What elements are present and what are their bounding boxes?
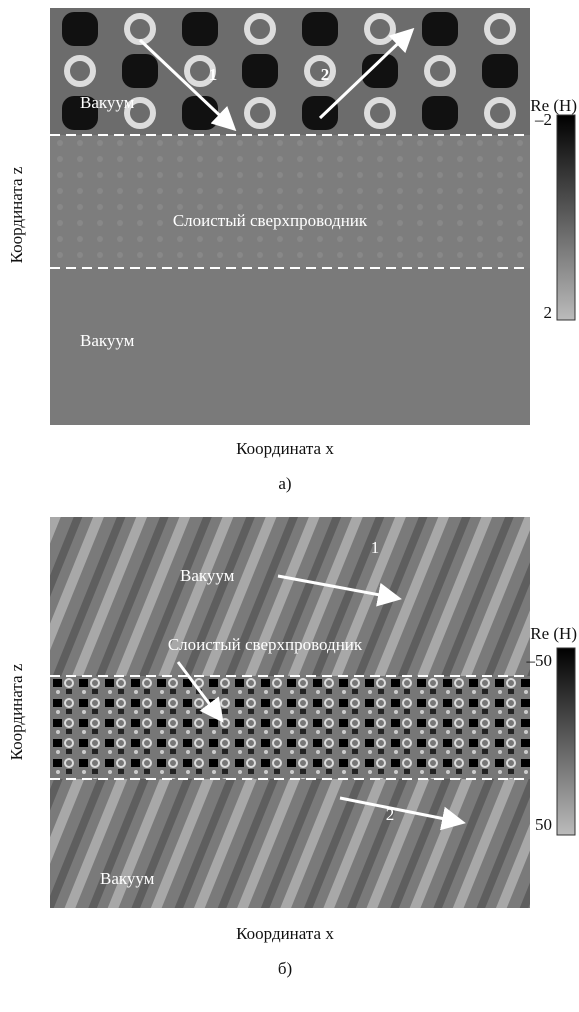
arrow-label: 1 (371, 538, 380, 557)
field-map (50, 135, 530, 268)
arrow (138, 38, 237, 132)
colorbar-label: Re (H) (530, 624, 577, 643)
region-label: Вакуум (80, 331, 135, 350)
caption: а) (278, 474, 291, 493)
arrow (277, 574, 402, 607)
colorbar-tick: –50 (526, 651, 553, 670)
colorbar-tick: –2 (534, 110, 552, 129)
y-label: Координата z (7, 663, 26, 760)
x-label: Координата x (236, 924, 334, 943)
arrow-label: 2 (321, 65, 330, 84)
region-label: Вакуум (180, 566, 235, 585)
colorbar-label: Re (H) (530, 96, 577, 115)
region-label: Вакуум (100, 869, 155, 888)
x-label: Координата x (236, 439, 334, 458)
colorbar-tick: 50 (535, 815, 552, 834)
arrow (176, 661, 224, 723)
arrow-label: 1 (209, 65, 218, 84)
field-map (50, 268, 530, 425)
panel-b: Вакуум Слоистый сверхпроводник Вакуум 1 … (7, 517, 577, 978)
y-label: Координата z (7, 166, 26, 263)
colorbar (556, 647, 576, 836)
panel-a: Вакуум Слоистый сверхпроводник Вакуум 1 … (7, 8, 577, 493)
arrow (339, 796, 466, 831)
field-map (50, 676, 530, 779)
region-label: Слоистый сверхпроводник (168, 635, 363, 654)
colorbar (556, 114, 576, 321)
arrow (318, 27, 415, 120)
arrow-label: 2 (386, 805, 395, 824)
region-label: Вакуум (80, 93, 135, 112)
colorbar-tick: 2 (544, 303, 553, 322)
field-map (50, 8, 530, 135)
caption: б) (278, 959, 292, 978)
region-label: Слоистый сверхпроводник (173, 211, 368, 230)
